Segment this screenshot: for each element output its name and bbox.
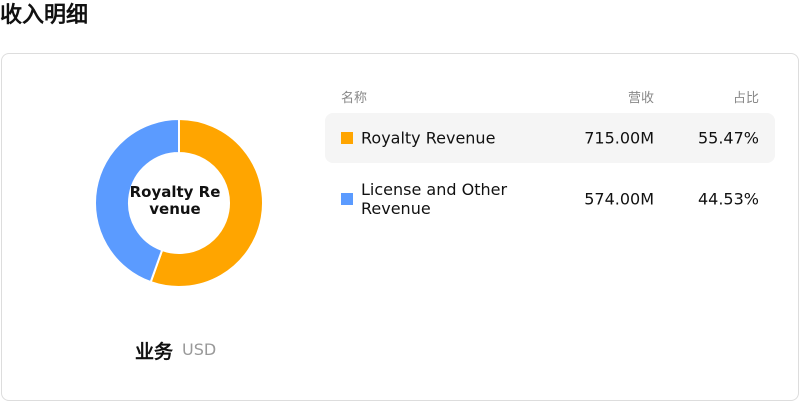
- row-name: License and Other Revenue: [361, 180, 508, 218]
- donut-slice: [149, 117, 264, 288]
- row-share: 44.53%: [697, 189, 759, 209]
- legend-swatch: [341, 132, 353, 144]
- column-header: 占比: [732, 91, 759, 106]
- page-title: 收入明细: [0, 3, 89, 28]
- card: [1, 53, 799, 401]
- caption: 业务: [135, 341, 174, 363]
- legend-swatch: [341, 193, 353, 205]
- center-label: Royalty Revenue: [129, 183, 221, 218]
- row-revenue: 574.00M: [584, 189, 654, 209]
- donut-slice: [94, 117, 180, 284]
- unit: USD: [182, 340, 217, 359]
- column-header: 营收: [627, 91, 654, 106]
- row-revenue: 715.00M: [584, 128, 654, 148]
- row-name: Royalty Revenue: [361, 128, 496, 148]
- row-share: 55.47%: [697, 128, 759, 148]
- table-row: [325, 113, 775, 163]
- column-header: 名称: [341, 91, 368, 106]
